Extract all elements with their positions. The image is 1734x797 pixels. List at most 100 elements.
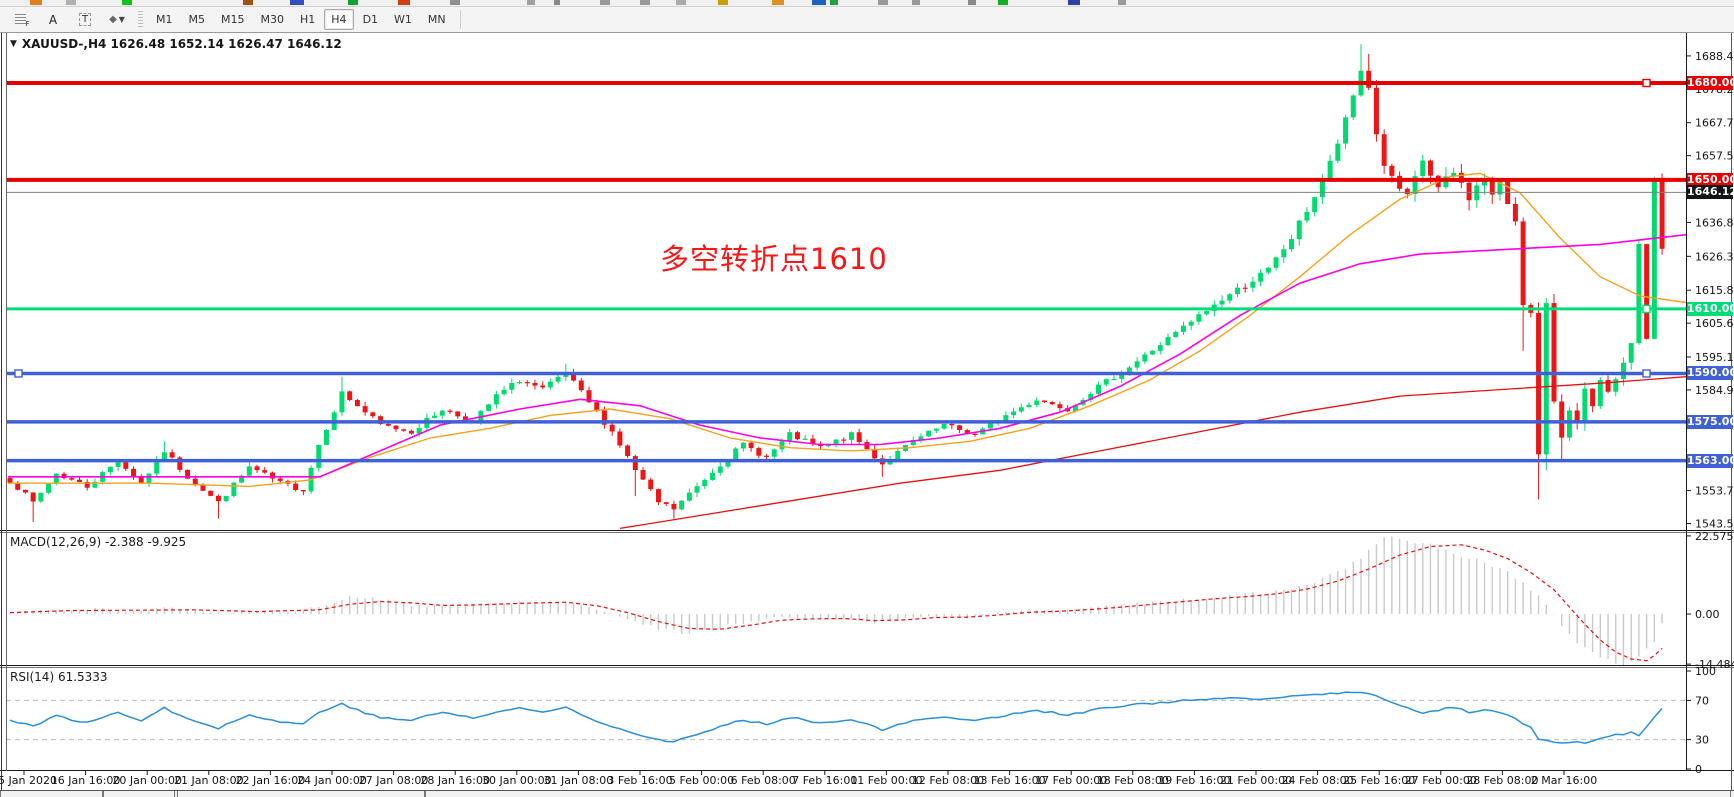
price-badge-1610.00: 1610.00: [1687, 301, 1734, 316]
chart-text-annotation[interactable]: 多空转折点1610: [660, 242, 888, 276]
toolbar-icon-fragment: [878, 0, 888, 5]
text-t-icon: T: [78, 13, 92, 26]
svg-text:17 Feb 00:00: 17 Feb 00:00: [1035, 774, 1107, 787]
window-tab-bar: [0, 790, 1734, 797]
grid-f-tool-button[interactable]: F: [6, 9, 36, 30]
svg-text:1595.10: 1595.10: [1695, 351, 1734, 364]
chart-ohlc-title: ▼ XAUUSD-,H4 1626.48 1652.14 1626.47 164…: [10, 37, 342, 51]
chart-title-text: XAUUSD-,H4 1626.48 1652.14 1626.47 1646.…: [21, 37, 342, 51]
text-label-tool-button[interactable]: A: [38, 9, 68, 30]
svg-text:5 Feb 00:00: 5 Feb 00:00: [669, 774, 734, 787]
svg-text:20 Jan 00:00: 20 Jan 00:00: [112, 774, 182, 787]
timeframe-button-group: M1 M5 M15 M30 H1 H4 D1 W1 MN: [148, 9, 454, 30]
macd-indicator-label: MACD(12,26,9) -2.388 -9.925: [10, 535, 187, 549]
svg-text:1626.30: 1626.30: [1695, 250, 1734, 263]
svg-text:27 Feb 00:00: 27 Feb 00:00: [1405, 774, 1477, 787]
svg-text:24 Feb 08:00: 24 Feb 08:00: [1282, 774, 1354, 787]
svg-text:30: 30: [1695, 734, 1709, 747]
objects-icon: ◆: [109, 14, 117, 25]
svg-text:1657.50: 1657.50: [1695, 150, 1734, 163]
toolbar-icon-fragment: [912, 0, 920, 5]
toolbar-icon-fragment: [450, 0, 460, 5]
ma-mid-magenta: [8, 233, 1687, 478]
svg-text:28 Jan 16:00: 28 Jan 16:00: [420, 774, 490, 787]
price-badge-1575.00: 1575.00: [1687, 414, 1734, 429]
svg-text:12 Feb 08:00: 12 Feb 08:00: [912, 774, 984, 787]
toolbar-icon-fragment: [718, 0, 728, 5]
chart-toolbar: F A T ◆ ▼ M1 M5 M15 M30 H1 H4 D1 W1 MN: [0, 7, 1734, 33]
toolbar-drag-handle[interactable]: [138, 11, 143, 28]
svg-text:6 Feb 08:00: 6 Feb 08:00: [731, 774, 796, 787]
toolbar-icon-fragment: [398, 0, 410, 5]
collapse-icon[interactable]: ▼: [10, 39, 17, 49]
chevron-down-icon: ▼: [118, 15, 125, 24]
current-price-badge: 1646.12: [1687, 185, 1734, 200]
svg-text:30 Jan 00:00: 30 Jan 00:00: [482, 774, 552, 787]
toolbar-icon-fragment: [30, 0, 42, 5]
toolbar-icon-fragment: [998, 0, 1008, 5]
text-box-tool-button[interactable]: T: [70, 9, 100, 30]
svg-text:11 Feb 00:00: 11 Feb 00:00: [850, 774, 922, 787]
window-tab[interactable]: [103, 791, 175, 797]
timeframe-d1-button[interactable]: D1: [362, 13, 379, 26]
timeframe-mn-button[interactable]: MN: [427, 13, 446, 26]
toolbar-icon-fragment: [830, 0, 838, 5]
rsi-indicator-label: RSI(14) 61.5333: [10, 670, 108, 684]
svg-text:-14.484: -14.484: [1695, 658, 1734, 671]
toolbar-icon-fragment: [676, 0, 686, 5]
toolbar-icon-fragment: [772, 0, 784, 5]
svg-text:7 Feb 16:00: 7 Feb 16:00: [792, 774, 857, 787]
svg-text:15 Jan 2020: 15 Jan 2020: [0, 774, 57, 787]
price-badge-1590.00: 1590.00: [1687, 366, 1734, 381]
svg-text:2 Mar 16:00: 2 Mar 16:00: [1531, 774, 1597, 787]
svg-text:0.00: 0.00: [1695, 608, 1720, 621]
toolbar-icon-fragment: [640, 0, 650, 5]
timeframe-h1-button[interactable]: H1: [300, 13, 316, 26]
price-badge-1680.00: 1680.00: [1687, 76, 1734, 91]
svg-text:3 Feb 16:00: 3 Feb 16:00: [607, 774, 672, 787]
timeframe-m30-button[interactable]: M30: [260, 13, 285, 26]
window-tab[interactable]: [177, 791, 425, 797]
timeframe-m5-button[interactable]: M5: [188, 13, 206, 26]
toolbar-icon-fragment: [243, 0, 253, 5]
toolbar-icon-fragment: [527, 0, 535, 5]
toolbar-icon-fragment: [348, 0, 358, 5]
timeframe-h4-button[interactable]: H4: [324, 9, 354, 30]
timeframe-m15-button[interactable]: M15: [221, 13, 245, 26]
toolbar-icon-fragment: [1068, 0, 1080, 5]
svg-text:22.575: 22.575: [1695, 530, 1734, 543]
window-tab[interactable]: [425, 791, 1731, 797]
line-handle: [14, 369, 23, 378]
toolbar-icon-fragment: [66, 0, 76, 5]
svg-text:1667.70: 1667.70: [1695, 117, 1734, 130]
line-handle: [1642, 369, 1651, 378]
svg-text:24 Jan 00:00: 24 Jan 00:00: [297, 774, 367, 787]
svg-text:0: 0: [1695, 763, 1702, 776]
svg-text:100: 100: [1695, 665, 1716, 678]
line-handle: [1642, 78, 1651, 88]
svg-text:1543.50: 1543.50: [1695, 518, 1734, 531]
price-badge-1650.00: 1650.00: [1687, 172, 1734, 187]
toolbar-separator: [459, 10, 461, 29]
toolbar-icon-fragment: [812, 0, 826, 5]
toolbar-icon-fragment: [554, 0, 560, 5]
macd-histogram: [9, 536, 1663, 666]
objects-tool-button[interactable]: ◆ ▼: [102, 9, 132, 30]
timeframe-w1-button[interactable]: W1: [394, 13, 412, 26]
svg-text:22 Jan 16:00: 22 Jan 16:00: [236, 774, 306, 787]
toolbar-icon-fragment: [600, 0, 610, 5]
toolbar-icon-fragment: [1118, 0, 1126, 5]
svg-text:18 Feb 08:00: 18 Feb 08:00: [1097, 774, 1169, 787]
timeframe-m1-button[interactable]: M1: [156, 13, 173, 26]
svg-text:31 Jan 08:00: 31 Jan 08:00: [544, 774, 614, 787]
svg-text:21 Feb 00:00: 21 Feb 00:00: [1220, 774, 1292, 787]
window-tab[interactable]: [0, 791, 103, 797]
toolbar-icon-fragment: [968, 0, 976, 5]
macd-signal-line: [9, 544, 1663, 662]
svg-text:25 Feb 16:00: 25 Feb 16:00: [1343, 774, 1415, 787]
svg-text:70: 70: [1695, 694, 1709, 707]
svg-text:19 Feb 16:00: 19 Feb 16:00: [1158, 774, 1230, 787]
ma-slow-red: [619, 376, 1687, 530]
